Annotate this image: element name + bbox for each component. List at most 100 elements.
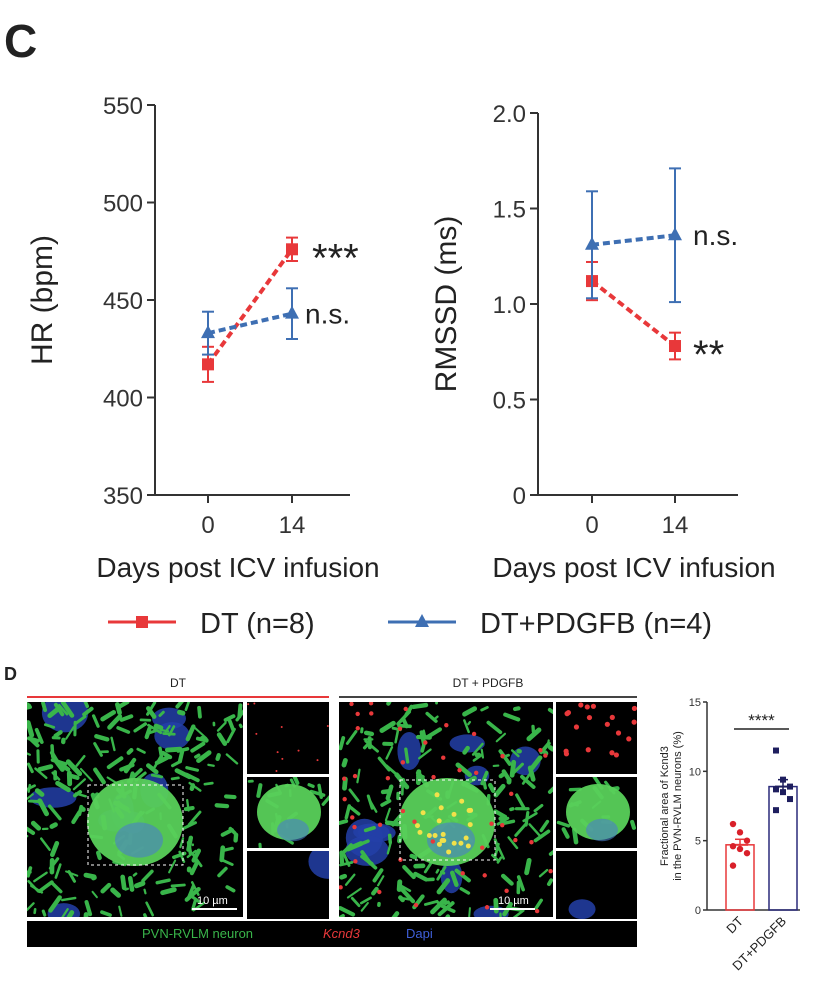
pdgfb-merged-image-fiber <box>385 764 398 776</box>
dt-merged-image-fiber <box>69 774 80 780</box>
dt-merged-image-fiber <box>145 901 154 917</box>
dt-merged-image-fiber <box>216 721 227 732</box>
pdgfb-merged-image-fiber <box>467 720 472 726</box>
pdgfb-merged-image-fiber <box>346 887 362 899</box>
dt-merged-image-fiber <box>39 837 51 851</box>
pdgfb-merged-image-fiber <box>495 732 507 743</box>
dt-merged-image-fiber <box>191 899 197 911</box>
pdgfb-merged-image-fiber <box>501 819 516 826</box>
pdgfb-kcnd3-inset <box>556 702 637 774</box>
dt-merged-image-fiber <box>116 726 131 734</box>
dt-merged-image-fiber <box>196 750 212 763</box>
pdgfb-kcnd3-inset-kcnd3-dot <box>609 714 615 720</box>
dt-merged-image-fiber <box>194 753 201 759</box>
pdgfb-merged-image-fiber <box>533 803 544 813</box>
hr-series-line <box>206 248 294 366</box>
pdgfb-kcnd3-inset-kcnd3-dot <box>563 748 569 754</box>
dt-merged-image-fiber <box>124 702 128 704</box>
pdgfb-merged-image-fiber <box>520 774 536 789</box>
pdgfb-neuron-inset-fiber <box>630 819 636 830</box>
dt-kcnd3-inset-kcnd3-dot <box>247 703 250 706</box>
hr-y-tick-label: 500 <box>103 191 143 218</box>
dt-merged-image-fiber <box>227 719 236 732</box>
pdgfb-merged-image-kcnd3-dot <box>474 770 479 775</box>
pdgfb-merged-image-fiber <box>415 734 432 740</box>
pdgfb-merged-image-fiber <box>339 736 346 751</box>
dt-title-line <box>27 696 329 698</box>
hr-x-tick-label: 0 <box>201 512 214 539</box>
pdgfb-merged-image-fiber <box>480 748 485 759</box>
dt-merged-image-fiber <box>127 875 135 892</box>
pdgfb-merged-image-fiber <box>360 901 369 912</box>
pdgfb-merged-image-colocalized-dot <box>446 849 452 855</box>
dt-merged-image-fiber <box>186 884 195 901</box>
pdgfb-merged-image-nucleus <box>449 734 485 753</box>
dt-merged-image-fiber <box>84 899 93 917</box>
pdgfb-merged-image-fiber <box>384 807 391 822</box>
dt-merged-image-fiber <box>136 747 146 754</box>
kcnd3-bar-chart: 0 5 10 15 Fractional area of Kcnd3 in the PVN… <box>659 697 800 973</box>
dt-merged-image-fiber <box>100 910 112 917</box>
pdgfb-kcnd3-inset-kcnd3-dot <box>631 705 637 712</box>
dt-merged-image-fiber <box>27 879 40 893</box>
pdgfb-merged-image-colocalized-dot <box>436 818 442 824</box>
dt-merged-image-fiber <box>216 732 228 746</box>
dt-merged-image-fiber <box>143 888 147 895</box>
pdgfb-merged-image-fiber <box>528 823 543 839</box>
dt-merged-image-fiber <box>27 702 32 709</box>
dt-merged-image-fiber <box>126 748 134 755</box>
pdgfb-merged-image-colocalized-dot <box>432 832 438 838</box>
rmssd-pdgfb-marker <box>585 236 599 250</box>
pdgfb-dapi-inset-content <box>568 899 596 919</box>
dt-merged-image-fiber <box>225 885 236 893</box>
dt-merged-image-fiber <box>30 820 42 831</box>
dt-dapi-inset <box>247 851 329 919</box>
dt-merged-image-fiber <box>193 726 208 740</box>
pdgfb-merged-image-colocalized-dot <box>426 833 432 839</box>
pdgfb-merged-image-fiber <box>430 897 447 915</box>
dt-merged-image-fiber <box>65 759 83 777</box>
pdgfb-merged-image-fiber <box>512 706 521 712</box>
pdgfb-merged-image-fiber <box>443 900 450 906</box>
pdgfb-merged-image-fiber <box>366 794 374 810</box>
dt-merged-image-fiber <box>79 767 93 782</box>
pdgfb-neuron-inset-neuron-nucleus <box>586 818 618 842</box>
bar-dt-point <box>743 849 751 857</box>
pdgfb-merged-image-fiber <box>345 730 358 745</box>
pdgfb-merged-image-colocalized-dot <box>440 831 446 837</box>
dt-merged-image-fiber <box>153 723 164 731</box>
pdgfb-merged-image-content <box>339 702 553 917</box>
bar-pdgfb-point <box>787 796 793 803</box>
pdgfb-merged-image-colocalized-dot <box>468 807 474 813</box>
dt-neuron-inset-fiber <box>292 777 300 786</box>
pdgfb-merged-image-kcnd3-dot <box>355 711 360 717</box>
dt-merged-image-fiber <box>132 872 138 877</box>
legend-dt-label: DT (n=8) <box>200 608 315 640</box>
pdgfb-merged-image-fiber <box>459 887 471 895</box>
legend-dt-marker <box>136 616 148 628</box>
pdgfb-merged-image-fiber <box>493 809 508 819</box>
rmssd-y-tick-label: 0 <box>513 483 526 510</box>
pdgfb-merged-image-kcnd3-dot <box>482 873 487 878</box>
bar-y-tick-label: 15 <box>689 697 701 709</box>
pdgfb-merged-image-kcnd3-dot <box>529 840 534 845</box>
dt-merged-image-fiber <box>158 710 165 717</box>
bar-dt-point <box>743 837 751 844</box>
rmssd-significance-label: n.s. <box>693 220 738 251</box>
dt-merged-image-fiber <box>27 736 40 743</box>
dt-merged-image-fiber <box>187 810 202 827</box>
dt-merged-image-fiber <box>154 755 170 766</box>
pdgfb-merged-image-fiber <box>524 857 532 876</box>
dt-merged-image-fiber <box>27 834 29 838</box>
rmssd-x-tick-label: 14 <box>662 512 689 539</box>
dt-kcnd3-inset-kcnd3-dot <box>280 726 283 729</box>
dt-merged-image-fiber <box>203 781 214 786</box>
pdgfb-merged-image-fiber <box>341 757 348 768</box>
pdgfb-merged-image-fiber <box>360 850 373 866</box>
dt-merged-image-fiber <box>133 722 148 733</box>
rmssd-y-tick-label: 1.0 <box>493 292 526 319</box>
dt-merged-image-fiber <box>184 702 191 712</box>
pdgfb-kcnd3-inset-content <box>563 702 637 758</box>
pdgfb-merged-image-fiber <box>362 743 369 750</box>
bar-dt-point <box>729 862 737 869</box>
